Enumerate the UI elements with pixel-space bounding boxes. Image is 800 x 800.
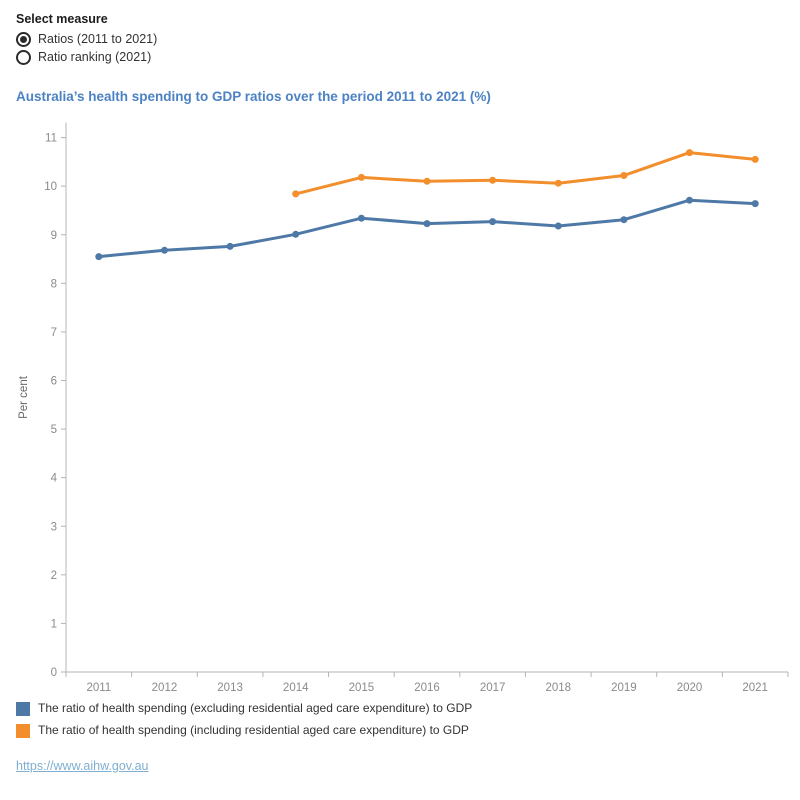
legend-item-0[interactable]: The ratio of health spending (excluding … <box>16 701 472 716</box>
y-axis-title: Per cent <box>18 375 30 419</box>
legend-label: The ratio of health spending (excluding … <box>38 701 473 715</box>
y-tick-label: 10 <box>44 181 57 193</box>
measure-selector: Select measure Ratios (2011 to 2021) Rat… <box>16 12 157 67</box>
y-tick-label: 3 <box>51 521 57 533</box>
radio-selected-icon[interactable] <box>16 31 31 47</box>
y-tick-label: 8 <box>51 278 57 290</box>
data-point[interactable] <box>554 179 562 187</box>
y-tick-label: 6 <box>51 376 57 388</box>
data-point[interactable] <box>292 230 300 238</box>
data-point[interactable] <box>686 196 693 204</box>
data-point[interactable] <box>292 190 300 198</box>
data-point[interactable] <box>489 218 497 226</box>
y-tick-label: 9 <box>51 230 57 242</box>
line-chart: 0 1 2 3 4 5 6 7 8 9 10 11 2011 2012 2013 2014 2015 2016 20… <box>18 122 789 694</box>
y-tick-label: 2 <box>51 570 57 582</box>
y-tick-label: 0 <box>51 667 57 679</box>
y-tick-label: 1 <box>51 618 57 630</box>
radio-unselected-icon[interactable] <box>16 49 31 65</box>
y-tick-label: 5 <box>51 424 57 436</box>
x-tick-label: 2011 <box>86 682 111 694</box>
y-tick-label: 4 <box>51 473 58 485</box>
legend-item-1[interactable]: The ratio of health spending (including … <box>16 723 472 738</box>
source-link[interactable]: https://www.aihw.gov.au <box>16 759 149 773</box>
x-tick-label: 2014 <box>283 682 309 694</box>
x-tick-label: 2018 <box>545 682 571 694</box>
x-tick-label: 2020 <box>677 682 703 694</box>
data-point[interactable] <box>357 214 365 222</box>
x-tick-label: 2021 <box>742 682 768 694</box>
x-tick-label: 2013 <box>217 682 243 694</box>
x-tick-label: 2012 <box>152 682 178 694</box>
series-line-1 <box>294 151 757 196</box>
selector-label: Select measure <box>16 12 108 26</box>
data-point[interactable] <box>751 155 759 163</box>
data-point[interactable] <box>686 149 693 157</box>
y-tick-label: 7 <box>51 327 57 339</box>
y-tick-label: 11 <box>45 133 57 145</box>
chart-title: Australia’s health spending to GDP ratio… <box>16 89 491 104</box>
data-point[interactable] <box>620 216 628 224</box>
data-point[interactable] <box>423 220 431 228</box>
data-point[interactable] <box>95 253 103 261</box>
x-tick-label: 2019 <box>611 682 637 694</box>
data-point[interactable] <box>620 172 628 179</box>
legend: The ratio of health spending (excluding … <box>16 701 472 738</box>
data-point[interactable] <box>161 246 168 254</box>
radio-option-ratios[interactable]: Ratios (2011 to 2021) <box>16 31 157 47</box>
legend-swatch-icon <box>16 701 30 716</box>
data-point[interactable] <box>751 200 759 208</box>
x-tick-label: 2016 <box>414 682 440 694</box>
legend-swatch-icon <box>16 723 30 738</box>
series-line-0 <box>97 198 757 259</box>
x-tick-label: 2015 <box>349 682 375 694</box>
radio-option-ratio-ranking[interactable]: Ratio ranking (2021) <box>16 49 157 65</box>
data-point[interactable] <box>226 242 234 250</box>
radio-option-ratios-label: Ratios (2011 to 2021) <box>38 32 158 46</box>
data-point[interactable] <box>357 173 365 181</box>
data-point[interactable] <box>554 222 562 230</box>
legend-label: The ratio of health spending (including … <box>38 723 469 737</box>
x-tick-label: 2017 <box>480 682 506 694</box>
data-point[interactable] <box>423 177 431 185</box>
radio-option-ratio-ranking-label: Ratio ranking (2021) <box>38 50 152 64</box>
data-point[interactable] <box>489 176 497 184</box>
